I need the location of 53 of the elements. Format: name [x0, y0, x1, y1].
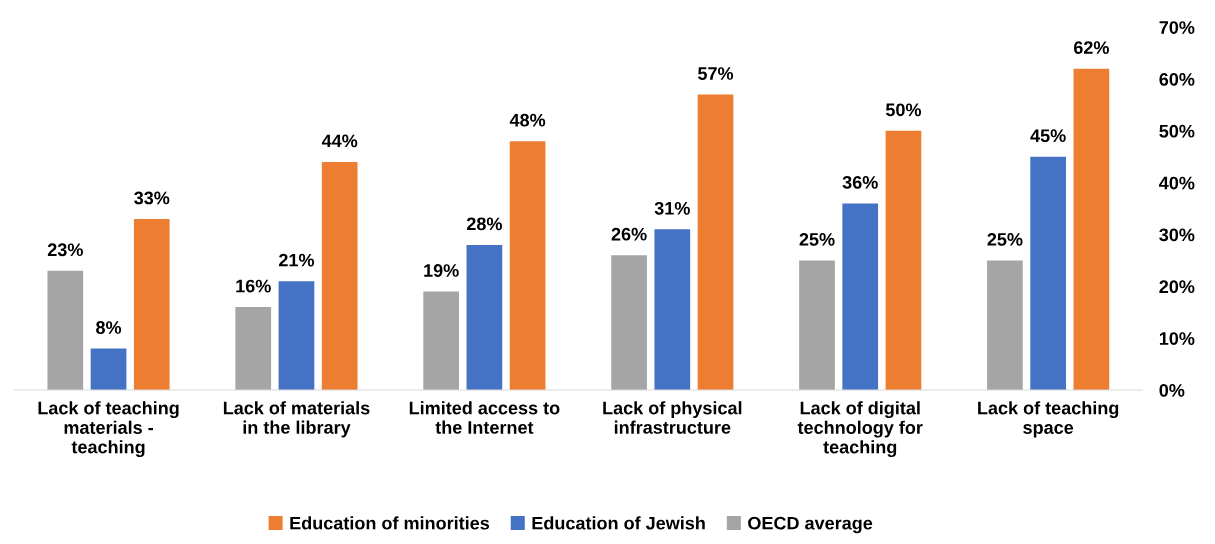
bar [133, 218, 170, 391]
bar [799, 260, 835, 391]
y-tick-label: 70% [1159, 21, 1195, 34]
data-label: 45% [1030, 129, 1066, 143]
x-tick-label: Lack of teaching materials - teaching [38, 401, 179, 458]
y-tick-label: 50% [1159, 124, 1195, 138]
data-label: 48% [509, 113, 546, 127]
data-label: 26% [611, 227, 647, 241]
y-tick-label: 10% [1159, 332, 1195, 345]
x-tick-label: Lack of teaching space [978, 401, 1119, 438]
bar [321, 161, 358, 391]
bar [509, 141, 546, 391]
x-tick-label: Lack of physical infrastructure [603, 401, 742, 434]
legend-label: Education of Jewish [532, 516, 705, 530]
bar [885, 130, 922, 391]
bar [1073, 68, 1110, 391]
data-label: 25% [799, 232, 835, 246]
data-label: 21% [279, 253, 315, 267]
y-tick-label: 40% [1159, 176, 1195, 190]
y-tick-label: 30% [1159, 228, 1195, 242]
bar [466, 244, 503, 391]
bar [697, 94, 734, 391]
data-label: 44% [321, 134, 358, 148]
bar [90, 348, 127, 391]
data-label: 31% [654, 201, 690, 215]
data-label: 8% [96, 321, 122, 334]
legend-label: OECD average [748, 516, 873, 534]
bar [423, 291, 460, 391]
data-label: 19% [424, 264, 459, 277]
bar [611, 255, 647, 391]
data-label: 57% [698, 67, 734, 80]
data-label: 16% [236, 279, 271, 293]
y-tick-label: 20% [1159, 280, 1195, 294]
data-label: 28% [466, 217, 502, 231]
data-label: 50% [885, 103, 922, 117]
bar [1030, 156, 1066, 391]
y-tick-label: 0% [1159, 383, 1185, 397]
bar [987, 260, 1023, 391]
legend-label: Education of minorities [290, 516, 490, 530]
bar [654, 229, 691, 391]
y-tick-label: 60% [1159, 72, 1195, 86]
x-tick-label: Limited access to the Internet [409, 401, 560, 434]
x-tick-label: Lack of digital technology for teaching [797, 401, 923, 458]
data-label: 62% [1073, 41, 1109, 54]
bar [842, 203, 879, 391]
bar [235, 307, 272, 391]
data-label: 33% [134, 191, 170, 205]
data-label: 23% [47, 243, 83, 257]
x-tick-label: Lack of materials in the library [223, 401, 370, 438]
data-label: 36% [842, 175, 878, 189]
bar [278, 281, 315, 391]
data-label: 25% [987, 232, 1023, 246]
bar [47, 270, 84, 391]
